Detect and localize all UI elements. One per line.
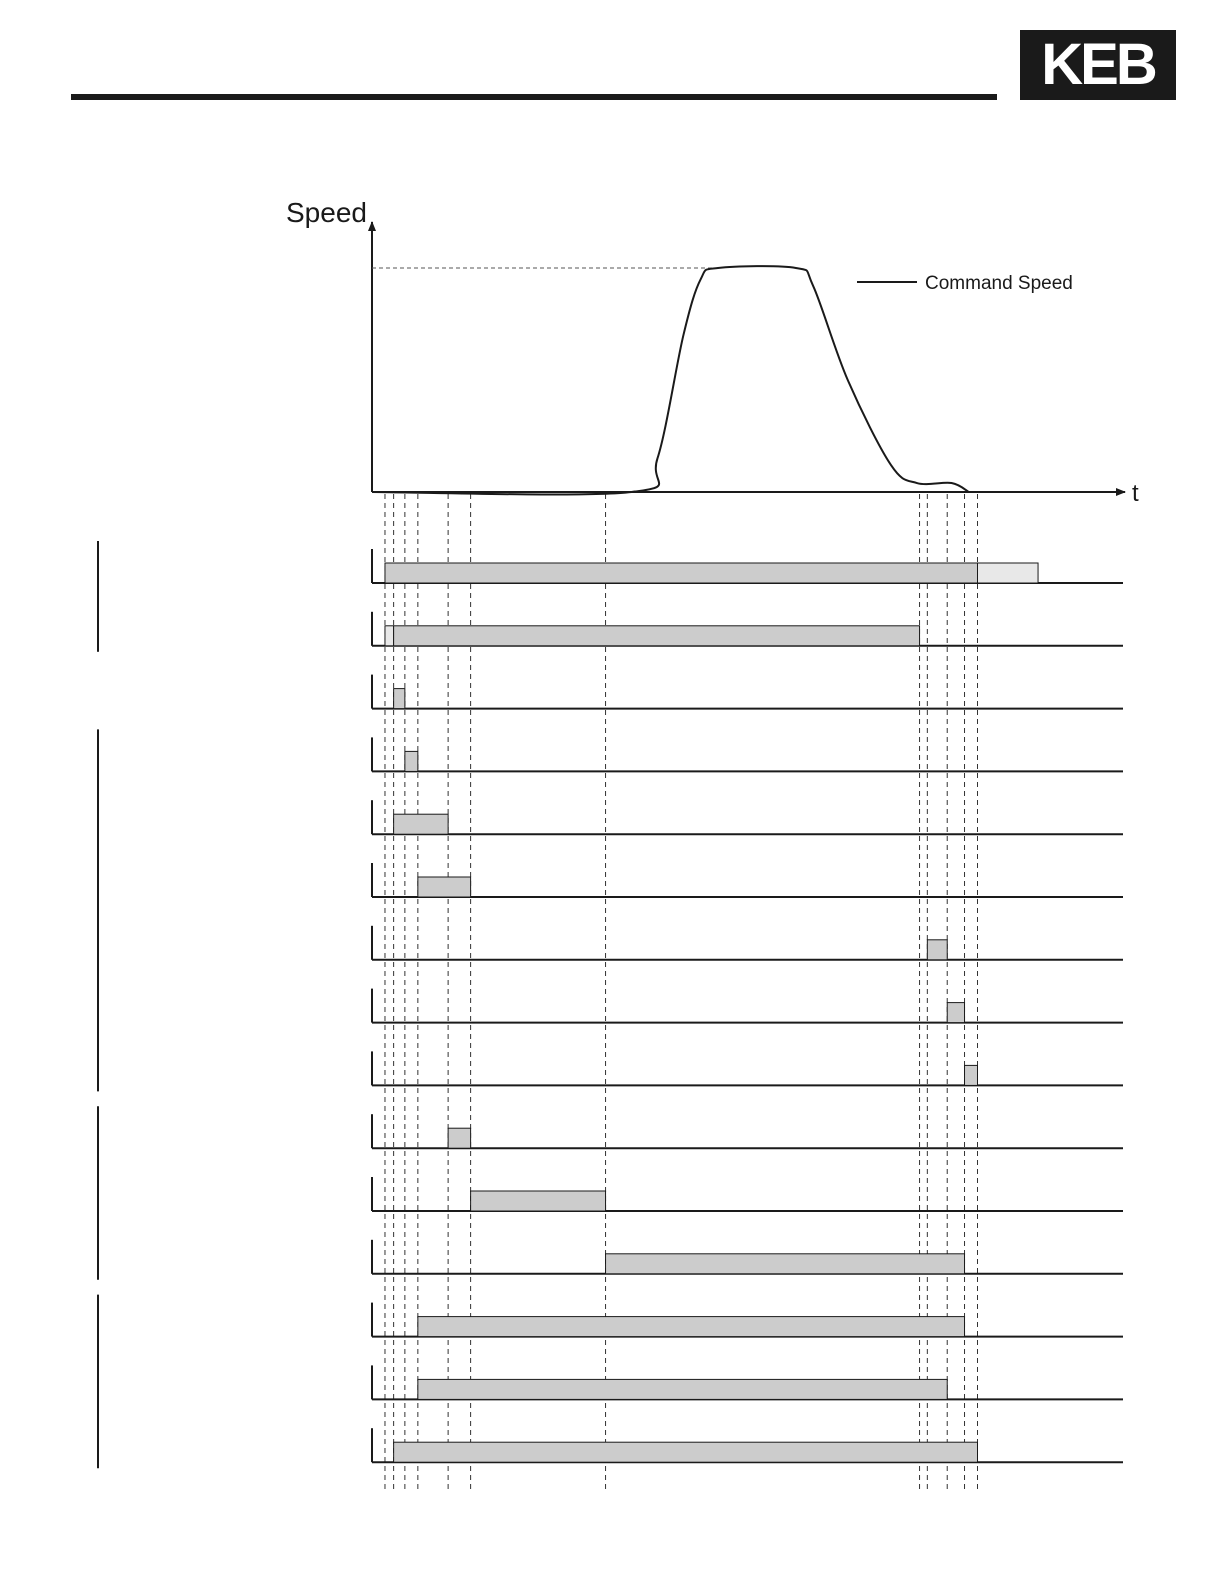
signal-11-row	[371, 1177, 1123, 1212]
signal-2-active-bar	[393, 625, 921, 647]
signal-13-row	[371, 1302, 1123, 1338]
command-speed-curve	[371, 265, 970, 496]
signal-14-active-bar	[417, 1378, 948, 1400]
y-axis-label: Speed	[286, 197, 367, 228]
signal-4-active-bar	[404, 750, 419, 772]
signal-10-active-bar	[447, 1127, 472, 1149]
signal-6-active-bar	[417, 876, 472, 898]
signal-1-active-bar	[384, 562, 979, 584]
signal-1-active-bar-light	[977, 562, 1039, 584]
signal-15-row	[371, 1428, 1123, 1464]
signal-12-row	[371, 1239, 1123, 1275]
legend-label: Command Speed	[925, 273, 1073, 294]
signal-1-row	[371, 549, 1123, 584]
signal-14-row	[371, 1365, 1123, 1401]
signal-2-active-bar-light	[384, 625, 395, 647]
signal-8-active-bar	[946, 1002, 966, 1024]
signal-5-active-bar	[393, 813, 449, 835]
signal-rows	[371, 549, 1123, 1464]
keb-logo: KEB	[1020, 30, 1176, 100]
signal-12-active-bar	[605, 1253, 966, 1275]
header-rule	[71, 94, 997, 100]
signal-3-active-bar	[393, 688, 406, 710]
signal-5-row	[371, 800, 1123, 836]
signal-10-row	[371, 1114, 1123, 1150]
x-axis-label: t	[1132, 480, 1139, 507]
signal-13-active-bar	[417, 1316, 966, 1338]
signal-11-active-bar	[470, 1190, 607, 1212]
signal-7-row	[371, 925, 1123, 961]
signal-3-row	[371, 674, 1123, 710]
signal-7-active-bar	[926, 939, 948, 961]
signal-9-row	[371, 1051, 1123, 1087]
signal-4-row	[371, 737, 1123, 773]
signal-8-row	[371, 988, 1123, 1024]
signal-2-row	[371, 611, 1123, 647]
signal-15-active-bar	[393, 1441, 978, 1463]
signal-6-row	[371, 863, 1123, 898]
signal-9-active-bar	[964, 1064, 979, 1086]
